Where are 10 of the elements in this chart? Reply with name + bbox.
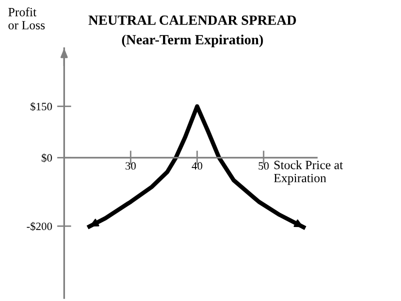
y-tick-label: -$200 bbox=[26, 222, 52, 231]
x-tick-label: 50 bbox=[258, 162, 269, 170]
y-axis-title: Profit or Loss bbox=[8, 7, 45, 30]
y-tick-label: $150 bbox=[30, 102, 52, 112]
chart-subtitle: (Near-Term Expiration) bbox=[122, 34, 263, 48]
x-tick-label: 30 bbox=[126, 162, 136, 170]
x-axis-title: Stock Price at Expiration bbox=[274, 160, 343, 185]
y-tick-label: $0 bbox=[42, 153, 52, 162]
chart-title: NEUTRAL CALENDAR SPREAD bbox=[88, 15, 296, 25]
x-tick-label: 40 bbox=[192, 162, 202, 170]
